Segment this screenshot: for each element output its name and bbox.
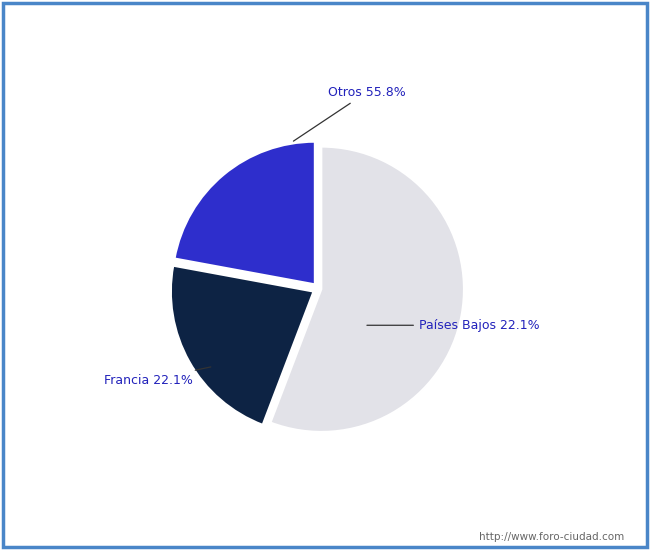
Text: Francia 22.1%: Francia 22.1% [104, 367, 211, 387]
Text: Quintanar de la Orden - Turistas extranjeros según país - Abril de 2024: Quintanar de la Orden - Turistas extranj… [65, 18, 585, 34]
Text: Países Bajos 22.1%: Países Bajos 22.1% [367, 319, 540, 332]
Text: http://www.foro-ciudad.com: http://www.foro-ciudad.com [479, 532, 624, 542]
Wedge shape [175, 142, 315, 284]
Text: Otros 55.8%: Otros 55.8% [293, 86, 406, 141]
Wedge shape [270, 147, 464, 432]
Wedge shape [171, 266, 313, 425]
